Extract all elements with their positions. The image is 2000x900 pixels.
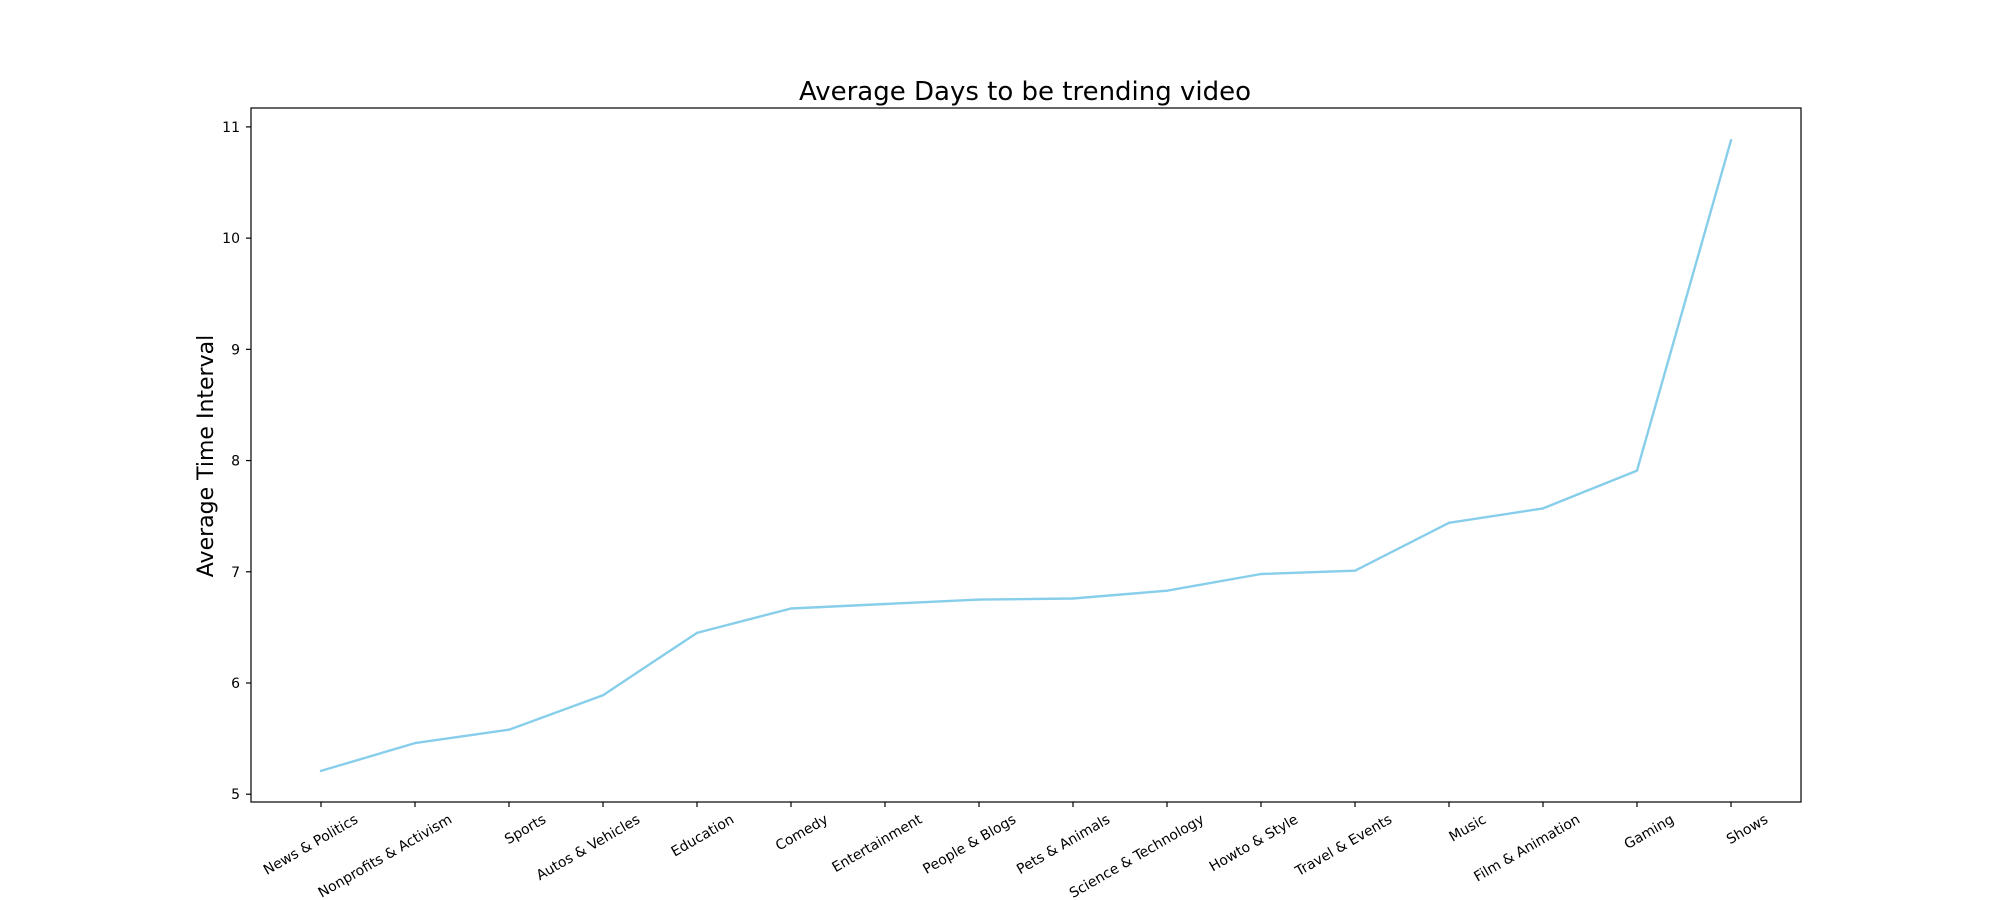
- x-tick-label: Film & Animation: [1471, 812, 1583, 886]
- data-point: [1071, 597, 1075, 600]
- data-point: [1447, 521, 1451, 525]
- x-tick-label: Shows: [1724, 812, 1771, 848]
- x-tick-label: Gaming: [1622, 812, 1677, 853]
- y-tick-label: 5: [231, 787, 240, 803]
- data-point: [413, 741, 417, 745]
- y-tick-label: 8: [231, 454, 240, 470]
- y-tick-label: 11: [222, 120, 240, 136]
- chart-title: Average Days to be trending video: [799, 77, 1251, 107]
- y-tick-label: 9: [231, 342, 240, 358]
- data-point: [695, 631, 699, 635]
- data-point: [601, 694, 605, 697]
- x-tick-label: News & Politics: [261, 812, 361, 879]
- y-tick-label: 6: [231, 676, 240, 692]
- data-point: [1541, 507, 1545, 510]
- y-tick-label: 7: [231, 565, 240, 581]
- x-tick-label: Autos & Vehicles: [534, 812, 643, 884]
- data-point: [1165, 589, 1169, 592]
- data-point: [319, 769, 323, 773]
- plot-area-frame: [250, 107, 1802, 803]
- data-point: [507, 728, 511, 731]
- x-tick-label: Comedy: [773, 812, 831, 855]
- data-point: [1259, 572, 1263, 576]
- x-tick-label: Sports: [502, 812, 549, 848]
- data-point: [789, 607, 793, 610]
- y-axis: 5 6 7 8 9 10 11: [222, 120, 251, 803]
- y-axis-label: Average Time Interval: [194, 335, 219, 577]
- data-point: [977, 598, 981, 601]
- series-layer: [319, 139, 1733, 773]
- data-point: [1729, 139, 1733, 142]
- x-tick-label: Pets & Animals: [1014, 812, 1113, 878]
- x-tick-label: People & Blogs: [920, 812, 1019, 878]
- x-tick-label: Music: [1446, 812, 1489, 846]
- data-point: [883, 602, 887, 606]
- x-tick-label: Education: [669, 812, 737, 861]
- x-tick-label: Entertainment: [830, 811, 926, 876]
- data-point: [1635, 469, 1639, 472]
- y-tick-label: 10: [222, 231, 240, 247]
- data-point: [1353, 569, 1357, 572]
- series-line: [319, 139, 1733, 773]
- x-tick-label: Howto & Style: [1207, 812, 1301, 876]
- x-tick-label: Travel & Events: [1292, 812, 1395, 881]
